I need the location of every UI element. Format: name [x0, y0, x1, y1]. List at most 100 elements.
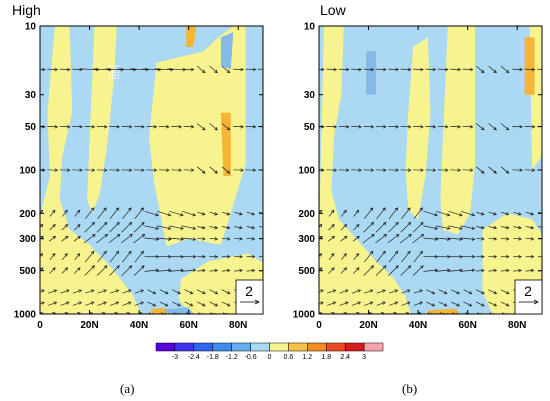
panel-a-wind-arrow	[221, 123, 230, 131]
panel-b-wind-arrowhead	[357, 289, 362, 293]
panel-a-wind-arrowhead	[214, 268, 219, 273]
panel-a-wind-arrowhead	[101, 312, 106, 314]
panel-b-wind-arrowhead	[543, 303, 546, 306]
panel-a-wind-arrow	[133, 265, 145, 276]
panel-a-wind-arrow	[221, 301, 231, 307]
panel-b-x-tick-label: 40N	[409, 320, 427, 331]
panel-a-x-tick-label: 20N	[80, 320, 98, 331]
panel-b-wind-arrowhead	[431, 303, 436, 307]
panel-a-wind-arrowhead	[192, 268, 197, 272]
panel-a-wind-arrowhead	[76, 267, 81, 271]
panel-b-wind-arrow	[436, 210, 450, 216]
panel-b-wind-arrow	[513, 269, 522, 272]
colorbar-swatch	[269, 342, 289, 352]
panel-a-wind-arrow	[142, 68, 161, 71]
panel-a-wind-arrowhead	[138, 312, 143, 314]
panel-b-wind-arrow	[462, 126, 473, 128]
panel-b-wind-arrow	[435, 269, 450, 272]
panel-b-wind-arrow	[500, 166, 509, 174]
panel-a-shading-region	[220, 32, 234, 70]
panel-b-wind-arrowhead	[431, 290, 436, 295]
panel-a-wind-arrow	[144, 237, 159, 240]
panel-a-wind-arrow	[184, 289, 193, 295]
panel-a-wind-arrowhead	[127, 289, 132, 293]
panel-b-wind-arrow	[448, 210, 463, 216]
colorbar-swatch	[174, 342, 195, 352]
panel-b-wind-arrowhead	[505, 170, 510, 174]
panel-b-wind-arrow	[399, 234, 412, 244]
panel-b-wind-arrowhead	[530, 268, 535, 273]
panel-a-wind-arrow	[109, 250, 119, 263]
panel-a-wind-arrowhead	[64, 253, 68, 257]
panel-a-wind-arrow	[221, 289, 231, 295]
panel-b-wind-arrowhead	[480, 126, 485, 131]
panel-a-wind-arrowhead	[53, 301, 58, 305]
panel-b-wind-arrow	[426, 289, 435, 295]
panel-b-wind-arrow	[512, 126, 523, 128]
panel-b-wind-arrowhead	[544, 169, 547, 172]
panel-b-wind-arrowhead	[457, 168, 462, 172]
panel-b-x-tick-label: 0	[316, 320, 322, 331]
panel-b-wind-arrowhead	[370, 221, 375, 226]
panel-b-wind-arrowhead	[493, 237, 498, 241]
panel-a-wind-arrowhead	[104, 233, 109, 238]
panel-b-wind-arrowhead	[518, 237, 522, 241]
panel-b-wind-arrow	[353, 267, 360, 274]
panel-b-wind-arrow	[440, 312, 444, 314]
panel-a-wind-arrowhead	[78, 289, 83, 293]
panel-b-wind-arrowhead	[344, 289, 349, 293]
panel-a-wind-arrowhead	[115, 207, 120, 211]
panel-b-caption: (b)	[402, 381, 417, 396]
panel-a-wind-arrow	[60, 289, 70, 294]
panel-a-wind-arrow	[85, 289, 94, 294]
panel-b-wind-arrowhead	[493, 212, 498, 216]
panel-a-wind-arrow	[134, 301, 144, 306]
panel-b-wind-arrow	[536, 68, 542, 70]
panel-b-wind-arrow	[452, 312, 457, 314]
panel-b-wind-arrowhead	[420, 233, 425, 238]
panel-b-wind-arrow	[341, 209, 347, 217]
panel-a-wind-arrow	[154, 68, 173, 71]
panel-a-y-tick-label: 30	[25, 90, 37, 101]
panel-b-wind-arrowhead	[370, 125, 375, 129]
panel-b-wind-arrowhead	[543, 237, 546, 240]
panel-a-wind-arrow	[48, 289, 57, 294]
panel-a-wind-arrowhead	[265, 169, 268, 172]
panel-a-wind-arrowhead	[76, 209, 81, 214]
panel-b-wind-arrowhead	[518, 268, 522, 273]
panel-a-wind-arrowhead	[252, 168, 257, 172]
panel-b-wind-arrow	[400, 68, 411, 70]
panel-b-wind-arrow	[340, 267, 347, 274]
panel-a-wind-arrow	[156, 237, 171, 240]
colorbar-swatch	[344, 342, 365, 352]
panel-b-wind-arrow	[512, 68, 523, 70]
panel-a-wind-arrowhead	[202, 268, 206, 273]
panel-a-wind-arrow	[156, 225, 171, 230]
panel-b-wind-arrowhead	[531, 67, 536, 72]
panel-a-wind-arrowhead	[64, 267, 69, 271]
panel-b-wind-arrowhead	[330, 253, 335, 257]
panel-b-wind-arrow	[524, 126, 535, 128]
panel-a-wind-arrow	[259, 211, 263, 214]
panel-b-wind-arrow	[388, 126, 399, 128]
panel-b-wind-arrowhead	[319, 312, 323, 314]
panel-b-wind-arrow	[423, 269, 438, 272]
panel-a-wind-arrow	[134, 250, 144, 263]
panel-a-stipple-dot	[117, 77, 120, 79]
panel-a-wind-arrowhead	[127, 301, 132, 305]
panel-a-wind-arrow	[146, 126, 157, 128]
panel-b-wind-arrowhead	[493, 291, 498, 295]
panel-b-wind-arrow	[500, 269, 509, 272]
panel-a-wind-arrowhead	[115, 301, 120, 305]
panel-a-wind-arrowhead	[128, 168, 133, 172]
panel-a-wind-arrow	[40, 224, 44, 228]
panel-a-wind-arrow	[209, 226, 218, 229]
panel-b-wind-arrowhead	[343, 267, 348, 271]
panel-a-wind-arrow	[72, 68, 83, 70]
panel-a-wind-arrowhead	[214, 291, 219, 295]
panel-b-wind-arrow	[437, 126, 448, 128]
panel-a-wind-arrow	[209, 123, 218, 131]
panel-b: Low 10 30 50 100 200 300 500 1000 0 20N 40N 60N 80N…	[293, 2, 547, 396]
panel-a-wind-arrow	[47, 126, 58, 128]
panel-b-wind-arrowhead	[493, 225, 498, 230]
